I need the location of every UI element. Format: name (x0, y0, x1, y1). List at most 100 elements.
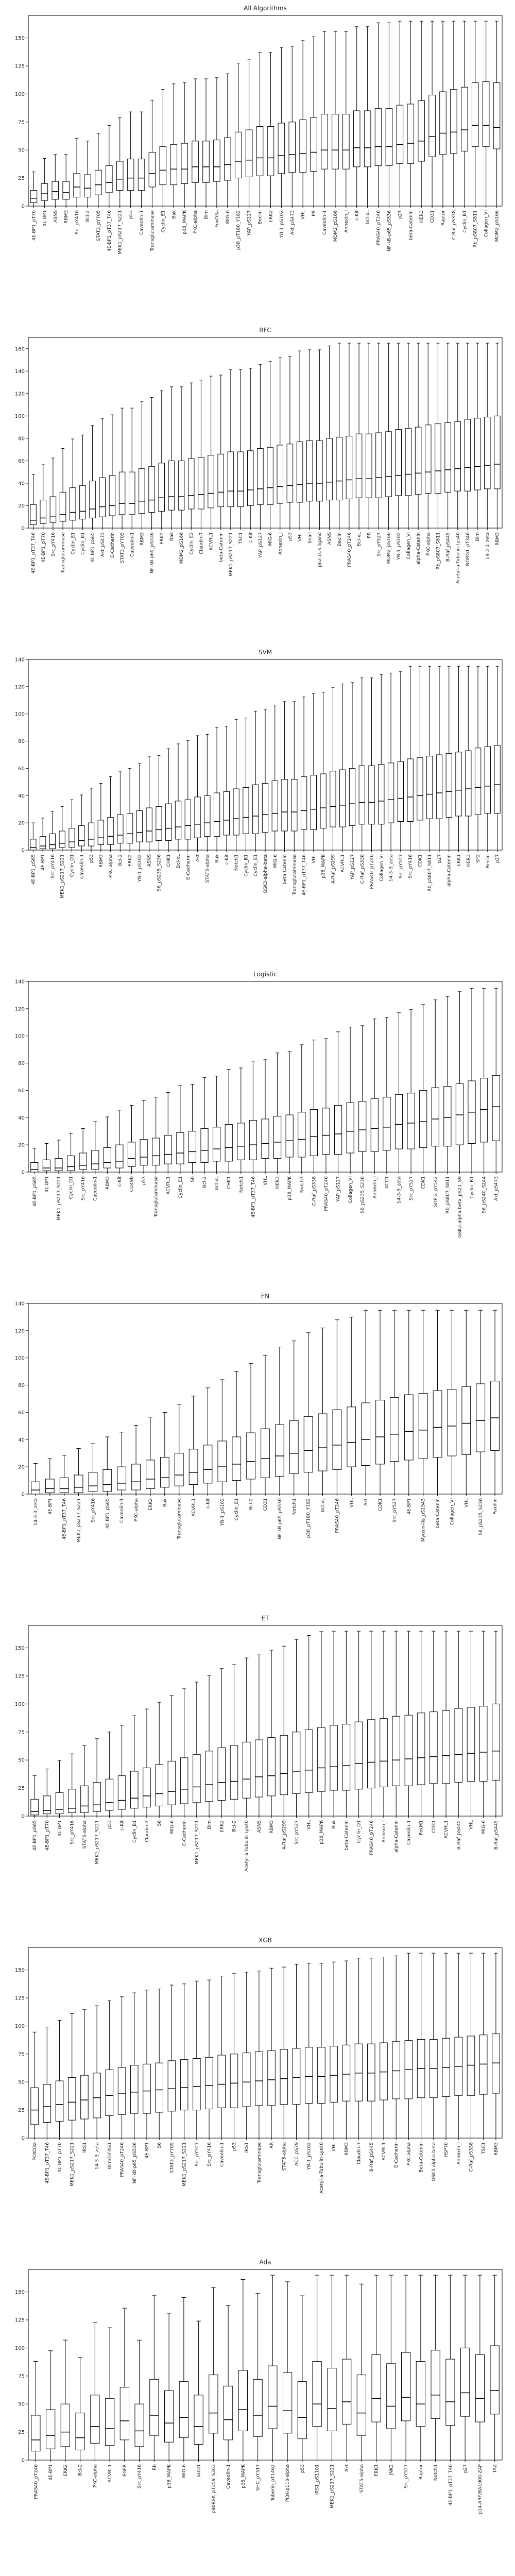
box (443, 1086, 452, 1147)
box (156, 806, 162, 841)
box (492, 2033, 500, 2094)
box (404, 1715, 413, 1786)
x-tick-label: YAP_pS127 (247, 210, 252, 236)
x-tick-label: Notch1 (234, 854, 239, 871)
box (405, 428, 412, 496)
box (184, 799, 191, 840)
box (267, 126, 274, 176)
x-tick-label: p27 (495, 854, 501, 863)
box (394, 1094, 403, 1149)
x-tick-label: ASNS (257, 1820, 262, 1833)
box (418, 100, 425, 162)
x-tick-label: beta-Catenin (436, 1498, 441, 1528)
y-tick-label: 140 (15, 979, 25, 985)
x-tick-label: STAT3_pY705 (169, 2142, 175, 2173)
x-tick-label: Caveolin-1 (79, 854, 84, 879)
x-tick-label: p53 (129, 210, 134, 219)
box (143, 2063, 151, 2114)
box (342, 2044, 351, 2102)
box (253, 2379, 263, 2437)
x-tick-label: 4E-BP1 (48, 1498, 53, 1515)
x-tick-label: NF-kB-p65_pS536 (150, 532, 155, 573)
x-tick-label: Bcl-xL (321, 1498, 326, 1512)
x-tick-label: Src_pY416 (91, 1498, 96, 1522)
x-tick-label: S6_pS235_S236 (360, 1176, 366, 1213)
box (339, 769, 346, 827)
box (237, 1123, 245, 1160)
box (223, 791, 230, 836)
x-tick-label: ERK2 (160, 532, 165, 545)
box (230, 2054, 238, 2108)
x-tick-label: ACVRL1 (340, 854, 346, 872)
plot-frame (28, 1947, 503, 2139)
x-tick-label: 4E-BP1 (407, 1498, 412, 1515)
box (116, 161, 124, 191)
x-tick-label: Bim (475, 532, 480, 541)
x-tick-label: ACVRL1 (192, 1498, 197, 1516)
box (178, 460, 185, 511)
x-tick-label: PKC-alpha (193, 210, 198, 233)
box (378, 764, 385, 825)
y-tick-label: 120 (15, 391, 25, 397)
box (176, 1132, 184, 1164)
x-tick-label: ACVRL1 (209, 532, 214, 550)
x-tick-label: MEK1_pS217_S221 (182, 2142, 187, 2187)
x-tick-label: Collagen_VI (406, 532, 411, 560)
box (164, 2390, 174, 2443)
x-tick-label: PKC-alpha (134, 1498, 139, 1521)
box (55, 2080, 64, 2122)
x-tick-label: Beclin (337, 532, 342, 546)
box (209, 2375, 218, 2434)
y-tick-label: 80 (18, 739, 25, 744)
x-tick-label: FoxO3a (215, 210, 220, 228)
box (436, 754, 443, 819)
box (278, 123, 285, 174)
y-tick-label: 125 (15, 2317, 25, 2323)
y-tick-label: 75 (18, 120, 25, 125)
box (439, 91, 447, 155)
box (317, 1727, 325, 1792)
box (180, 1757, 188, 1804)
x-tick-label: Bcl-xL (176, 854, 181, 868)
box (217, 453, 224, 507)
x-tick-label: Cyclin_E2 (189, 532, 194, 554)
x-tick-label: S6 (157, 1820, 162, 1826)
box (170, 144, 178, 185)
box (271, 780, 278, 832)
box (127, 159, 134, 191)
x-tick-label: Caveolin-1 (140, 210, 145, 235)
box (97, 820, 104, 845)
box (385, 108, 393, 166)
box (117, 1775, 126, 1810)
box (401, 2352, 411, 2421)
x-tick-label: 4E-BP1 (145, 2142, 150, 2159)
x-tick-label: Claudin-7 (357, 2142, 362, 2164)
x-tick-label: ERK2 (128, 854, 133, 867)
box (175, 801, 182, 840)
box (152, 1138, 160, 1166)
box (193, 2058, 201, 2111)
x-tick-label: alpha-Catenin (447, 854, 452, 887)
y-tick-label: 25 (18, 176, 25, 181)
box (158, 463, 165, 512)
box (320, 773, 327, 829)
x-tick-label: RBM3 (99, 854, 104, 868)
box (356, 2375, 366, 2436)
box (103, 1147, 111, 1168)
x-tick-label: YB-1_pS102 (307, 2142, 312, 2171)
box (327, 2368, 337, 2431)
box (105, 1778, 114, 1811)
box (67, 1789, 76, 1813)
y-tick-label: 0 (22, 1814, 25, 1820)
box (492, 1075, 500, 1141)
box (492, 1703, 500, 1781)
x-tick-label: Akt (345, 2464, 350, 2472)
box (105, 2069, 114, 2116)
box (224, 2385, 233, 2441)
x-tick-label: CDK1 (418, 854, 423, 867)
box (288, 122, 296, 173)
x-tick-label: ERK1 (457, 854, 462, 867)
x-tick-label: EGFR (123, 2464, 128, 2477)
box (261, 1428, 270, 1478)
box (367, 2043, 375, 2102)
